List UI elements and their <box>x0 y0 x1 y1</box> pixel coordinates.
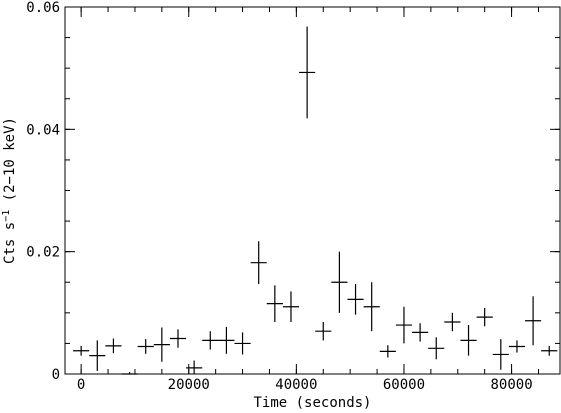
data-point <box>153 327 170 362</box>
axis-ticks <box>65 6 560 375</box>
data-point <box>331 251 348 313</box>
data-point <box>395 306 413 344</box>
x-tick-label: 60000 <box>383 377 425 393</box>
data-point <box>169 329 187 348</box>
x-tick-label: 0 <box>77 377 85 393</box>
data-point <box>234 332 251 355</box>
y-tick-label: 0.04 <box>26 122 60 138</box>
data-point <box>460 325 477 356</box>
data-point <box>412 323 429 342</box>
data-point <box>89 340 106 371</box>
x-tick-label: 80000 <box>490 377 532 393</box>
data-point <box>299 26 316 119</box>
data-point <box>347 284 364 315</box>
data-point <box>525 296 542 346</box>
y-tick-label: 0 <box>52 367 60 383</box>
data-point <box>218 326 235 354</box>
data-point <box>73 345 90 356</box>
x-axis-label: Time (seconds) <box>253 395 371 411</box>
data-point <box>508 340 526 353</box>
data-point <box>105 338 122 354</box>
y-axis-label-tail: (2−10 keV) <box>2 117 18 210</box>
data-point <box>379 345 396 358</box>
data-point <box>476 307 493 327</box>
tick-labels: 0 20000 40000 60000 80000 0 0.02 0.04 0.06 <box>26 0 532 393</box>
data-point <box>492 339 509 370</box>
x-tick-label: 20000 <box>168 377 210 393</box>
data-point <box>363 282 380 332</box>
y-axis-label-main: Cts s <box>2 222 18 264</box>
plot-frame <box>64 6 561 375</box>
data-point <box>266 285 283 323</box>
data-point <box>282 291 300 323</box>
x-tick-label: 40000 <box>275 377 317 393</box>
data-point <box>444 312 461 332</box>
data-point <box>250 241 267 285</box>
data-point <box>202 331 219 350</box>
y-tick-label: 0.02 <box>26 245 60 261</box>
data-point <box>428 337 445 360</box>
y-axis-label-exponent: −1 <box>1 210 12 222</box>
data-point <box>137 339 154 354</box>
data-point <box>541 345 558 356</box>
y-axis-label: Cts s−1 (2−10 keV) <box>1 117 18 264</box>
y-tick-label: 0.06 <box>26 0 60 16</box>
data-point <box>186 360 203 374</box>
data-points <box>73 26 558 375</box>
data-point <box>315 322 332 341</box>
